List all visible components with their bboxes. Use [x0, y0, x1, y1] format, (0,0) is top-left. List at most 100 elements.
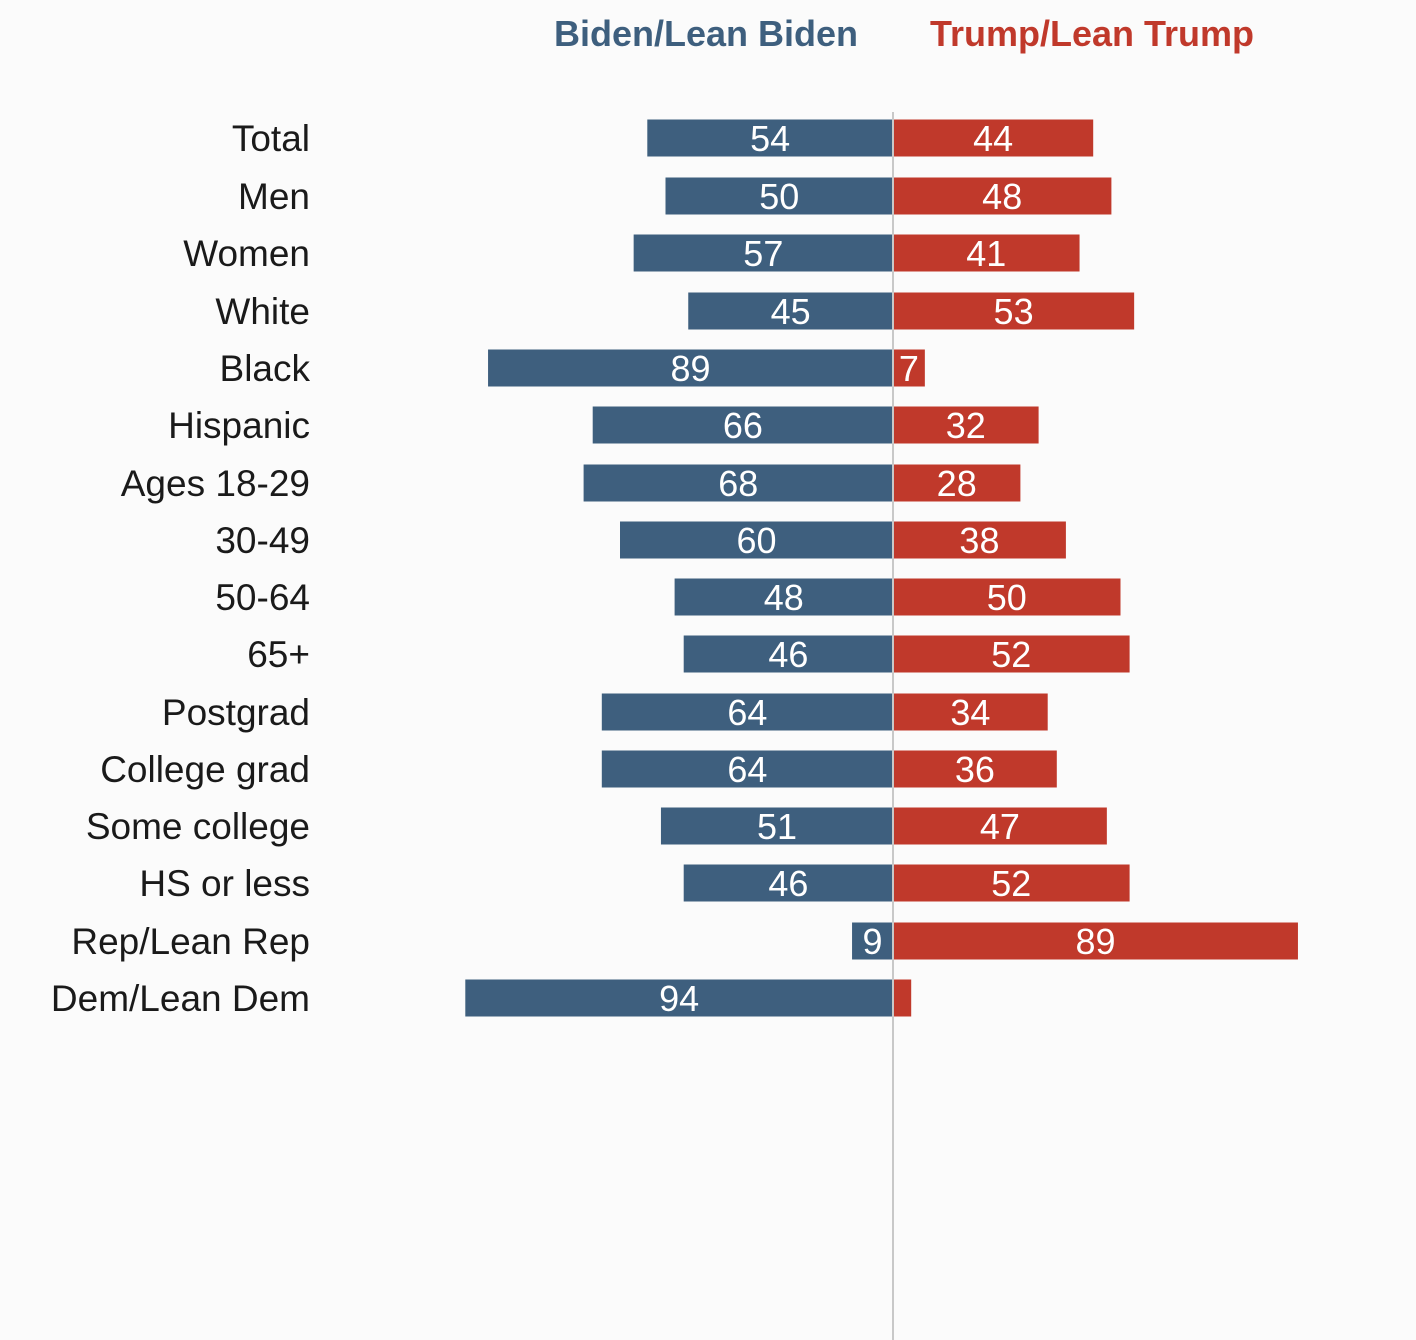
trump-value-label-women: 41 — [966, 233, 1006, 274]
trump-bar-rep-lean-rep — [893, 922, 1298, 960]
category-label-total: Total — [232, 118, 310, 159]
biden-bar-65 — [683, 635, 893, 673]
bar-row-65: 46 52 — [683, 634, 1130, 675]
trump-bar-men — [893, 177, 1112, 215]
trump-bar-postgrad — [893, 693, 1048, 731]
trump-value-label-some-college: 47 — [980, 806, 1020, 847]
biden-value-label-50-64: 48 — [764, 577, 804, 618]
trump-value-label-men: 48 — [982, 176, 1022, 217]
bar-row-dem-lean-dem: 94 — [465, 978, 912, 1019]
trump-value-label-hispanic: 32 — [946, 405, 986, 446]
category-label-women: Women — [183, 233, 310, 274]
biden-bar-some-college — [660, 807, 893, 845]
category-label-hs-or-less: HS or less — [139, 863, 310, 904]
category-label-black: Black — [220, 348, 311, 389]
bar-row-50-64: 48 50 — [674, 577, 1121, 618]
trump-value-label-total: 44 — [973, 118, 1013, 159]
bar-row-ages-18-29: 68 28 — [583, 463, 1021, 504]
bar-row-men: 50 48 — [665, 176, 1112, 217]
biden-value-label-hispanic: 66 — [723, 405, 763, 446]
category-label-white: White — [215, 291, 310, 332]
biden-value-label-30-49: 60 — [736, 520, 776, 561]
biden-value-label-women: 57 — [743, 233, 783, 274]
biden-bar-postgrad — [601, 693, 893, 731]
category-label-50-64: 50-64 — [215, 577, 310, 618]
biden-value-label-hs-or-less: 46 — [768, 863, 808, 904]
bar-row-some-college: 51 47 — [660, 806, 1107, 847]
bar-row-hs-or-less: 46 52 — [683, 863, 1130, 904]
biden-bar-college-grad — [601, 750, 893, 788]
biden-value-label-ages-18-29: 68 — [718, 463, 758, 504]
trump-bar-black — [893, 349, 925, 387]
category-label-rep-lean-rep: Rep/Lean Rep — [71, 921, 310, 962]
trump-value-label-hs-or-less: 52 — [991, 863, 1031, 904]
trump-value-label-30-49: 38 — [959, 520, 999, 561]
biden-bar-women — [633, 234, 893, 272]
bar-row-black: 89 7 — [488, 348, 925, 389]
bar-row-rep-lean-rep: 9 89 — [852, 921, 1298, 962]
bar-row-30-49: 60 38 — [620, 520, 1066, 561]
category-label-65: 65+ — [247, 634, 310, 675]
legend-trump-label: Trump/Lean Trump — [930, 13, 1254, 54]
trump-value-label-ages-18-29: 28 — [937, 463, 977, 504]
trump-value-label-black: 7 — [899, 348, 919, 389]
biden-bar-hs-or-less — [683, 864, 893, 902]
biden-value-label-total: 54 — [750, 118, 790, 159]
biden-bar-black — [488, 349, 893, 387]
category-label-men: Men — [238, 176, 310, 217]
bar-row-white: 45 53 — [688, 291, 1135, 332]
biden-bar-rep-lean-rep — [852, 922, 893, 960]
biden-bar-white — [688, 292, 893, 330]
legend: Biden/Lean Biden Trump/Lean Trump — [554, 13, 1254, 54]
trump-bar-college-grad — [893, 750, 1057, 788]
trump-bar-ages-18-29 — [893, 464, 1021, 502]
trump-value-label-rep-lean-rep: 89 — [1075, 921, 1115, 962]
biden-value-label-white: 45 — [771, 291, 811, 332]
trump-value-label-white: 53 — [994, 291, 1034, 332]
biden-value-label-black: 89 — [671, 348, 711, 389]
trump-bar-dem-lean-dem — [893, 979, 912, 1017]
bar-row-postgrad: 64 34 — [601, 692, 1048, 733]
biden-bar-total — [647, 119, 893, 157]
trump-value-label-college-grad: 36 — [955, 749, 995, 790]
biden-value-label-rep-lean-rep: 9 — [863, 921, 883, 962]
biden-bar-30-49 — [620, 521, 893, 559]
trump-bar-white — [893, 292, 1135, 330]
category-labels: Total Men Women White Black Hispanic Ages 18-2… — [51, 118, 311, 1019]
bar-row-hispanic: 66 32 — [592, 405, 1039, 446]
bars: 54 44 50 48 57 41 45 53 89 7 66 32 68 28 60 38 48 50 46 52 6… — [465, 118, 1298, 1019]
biden-bar-hispanic — [592, 406, 893, 444]
trump-bar-women — [893, 234, 1080, 272]
biden-value-label-college-grad: 64 — [727, 749, 767, 790]
bar-row-total: 54 44 — [647, 118, 1094, 159]
trump-value-label-postgrad: 34 — [950, 692, 990, 733]
trump-value-label-50-64: 50 — [987, 577, 1027, 618]
bar-row-college-grad: 64 36 — [601, 749, 1057, 790]
biden-value-label-some-college: 51 — [757, 806, 797, 847]
biden-value-label-65: 46 — [768, 634, 808, 675]
trump-bar-some-college — [893, 807, 1107, 845]
category-label-ages-18-29: Ages 18-29 — [121, 463, 310, 504]
biden-bar-50-64 — [674, 578, 893, 616]
legend-biden-label: Biden/Lean Biden — [554, 13, 858, 54]
category-label-hispanic: Hispanic — [168, 405, 310, 446]
bar-row-women: 57 41 — [633, 233, 1080, 274]
biden-bar-dem-lean-dem — [465, 979, 893, 1017]
category-label-college-grad: College grad — [100, 749, 310, 790]
biden-value-label-dem-lean-dem: 94 — [659, 978, 699, 1019]
trump-value-label-65: 52 — [991, 634, 1031, 675]
trump-bar-hispanic — [893, 406, 1039, 444]
trump-bar-65 — [893, 635, 1130, 673]
biden-value-label-men: 50 — [759, 176, 799, 217]
category-label-some-college: Some college — [86, 806, 310, 847]
trump-bar-hs-or-less — [893, 864, 1130, 902]
trump-bar-50-64 — [893, 578, 1121, 616]
category-label-postgrad: Postgrad — [162, 692, 310, 733]
category-label-30-49: 30-49 — [215, 520, 310, 561]
biden-bar-ages-18-29 — [583, 464, 893, 502]
category-label-dem-lean-dem: Dem/Lean Dem — [51, 978, 310, 1019]
trump-bar-total — [893, 119, 1094, 157]
biden-value-label-postgrad: 64 — [727, 692, 767, 733]
